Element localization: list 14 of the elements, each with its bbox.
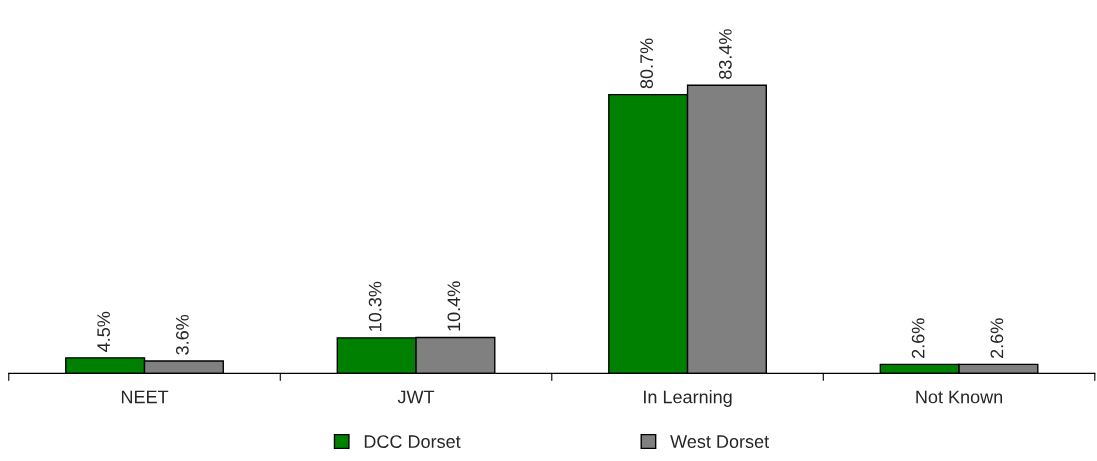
data-label: 80.7% xyxy=(640,38,654,89)
data-label: 2.6% xyxy=(990,318,1004,358)
legend-label: West Dorset xyxy=(670,435,769,448)
data-label: 2.6% xyxy=(911,318,925,358)
data-label: 4.5% xyxy=(97,311,111,352)
legend-label: DCC Dorset xyxy=(364,435,461,448)
x-tick-label: Not Known xyxy=(916,390,1003,404)
data-label: 3.6% xyxy=(175,314,189,355)
data-label: 10.3% xyxy=(368,281,382,331)
data-label: 83.4% xyxy=(718,29,732,79)
data-label: 10.4% xyxy=(447,281,461,331)
x-tick-label: NEET xyxy=(121,390,169,404)
x-tick-label: In Learning xyxy=(644,390,732,407)
x-tick-label: JWT xyxy=(397,390,435,404)
